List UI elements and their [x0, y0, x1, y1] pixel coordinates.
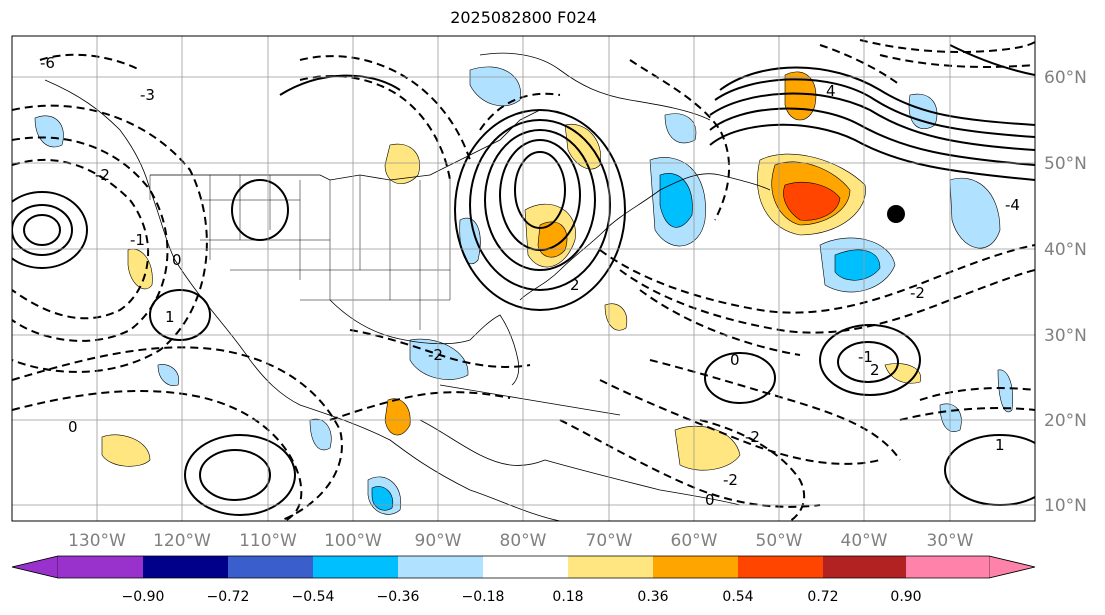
colorbar-bin — [738, 556, 823, 578]
contour-label: 0 — [172, 251, 182, 269]
location-marker — [887, 205, 905, 223]
lat-label-30n: 30°N — [1044, 326, 1087, 346]
lat-label-50n: 50°N — [1044, 154, 1087, 174]
negative-anomaly-region — [157, 364, 180, 386]
positive-anomaly-region — [564, 123, 602, 170]
contour-label: 1 — [995, 436, 1005, 454]
contour-label: 0 — [730, 351, 740, 369]
negative-anomaly-region — [997, 369, 1013, 413]
contour-label: -2 — [910, 284, 925, 302]
colorbar-bin — [483, 556, 568, 578]
strong-negative-anomaly-region — [834, 249, 881, 281]
lon-label-120w: 120°W — [153, 531, 211, 551]
contour-label: -2 — [723, 471, 738, 489]
colorbar-bin — [58, 556, 143, 578]
colorbar-tick-label: 0.90 — [890, 589, 921, 605]
lon-label-110w: 110°W — [239, 531, 297, 551]
contour-label: -1 — [858, 348, 873, 366]
lon-label-90w: 90°W — [415, 531, 462, 551]
longitude-labels: 130°W 120°W 110°W 100°W 90°W 80°W 70°W 6… — [68, 531, 974, 551]
colorbar-bin — [568, 556, 653, 578]
negative-contours — [12, 39, 1035, 521]
contour-label: 0 — [68, 418, 78, 436]
lon-label-60w: 60°W — [671, 531, 718, 551]
colorbar-ticks: −0.90 −0.72 −0.54 −0.36 −0.18 0.18 0.36 … — [122, 589, 922, 605]
contour-label: 1 — [165, 308, 175, 326]
lon-label-30w: 30°W — [927, 531, 974, 551]
positive-anomaly-region — [101, 434, 151, 467]
colorbar-bin — [823, 556, 906, 578]
contour-label: 4 — [826, 82, 836, 100]
lon-label-100w: 100°W — [324, 531, 382, 551]
colorbar-bin — [653, 556, 738, 578]
colorbar-bin — [228, 556, 313, 578]
contour-label: -2 — [95, 166, 110, 184]
lon-label-50w: 50°W — [756, 531, 803, 551]
colorbar-bin — [906, 556, 989, 578]
positive-anomaly-region — [127, 248, 153, 290]
contour-label: 2 — [570, 276, 580, 294]
colorbar: −0.90 −0.72 −0.54 −0.36 −0.18 0.18 0.36 … — [11, 555, 1036, 605]
colorbar-extend-high — [988, 555, 1036, 579]
contour-label: -2 — [428, 346, 443, 364]
negative-anomaly-region — [949, 177, 1001, 249]
colorbar-tick-label: 0.72 — [807, 589, 838, 605]
colorbar-tick-label: 0.36 — [637, 589, 668, 605]
positive-anomaly-region — [384, 143, 420, 184]
colorbar-tick-label: −0.90 — [122, 589, 165, 605]
contour-label: 2 — [870, 361, 880, 379]
colorbar-bin — [143, 556, 228, 578]
lat-label-20n: 20°N — [1044, 411, 1087, 431]
colorbar-tick-label: −0.72 — [207, 589, 250, 605]
colorbar-tick-label: 0.54 — [722, 589, 753, 605]
lon-label-70w: 70°W — [586, 531, 633, 551]
contour-label: -2 — [745, 428, 760, 446]
map-frame — [11, 35, 1036, 522]
contour-label: -3 — [140, 86, 155, 104]
graticule — [12, 36, 1035, 521]
map-title: 2025082800 F024 — [450, 8, 597, 27]
negative-anomaly-region — [664, 113, 697, 144]
colorbar-tick-label: 0.18 — [552, 589, 583, 605]
colorbar-outline — [11, 555, 1036, 579]
contour-label: -4 — [1005, 196, 1020, 214]
contour-labels: -6 -3 -2 -1 0 1 2 4 -2 0 -1 2 -4 -2 0 -2… — [40, 54, 1020, 509]
lon-label-40w: 40°W — [841, 531, 888, 551]
political-borders — [149, 175, 451, 330]
negative-anomaly-region — [409, 338, 469, 380]
strong-negative-anomaly-region — [659, 173, 693, 228]
lat-label-10n: 10°N — [1044, 496, 1087, 516]
lat-label-60n: 60°N — [1044, 68, 1087, 88]
positive-anomaly-region — [604, 303, 628, 331]
colorbar-extend-low — [11, 555, 59, 579]
strong-negative-anomaly-region — [371, 486, 394, 511]
colorbar-bin — [398, 556, 483, 578]
positive-anomaly-region — [674, 425, 741, 471]
very-strong-positive-anomaly-region — [783, 181, 841, 221]
negative-anomaly-region — [309, 418, 332, 451]
positive-contours — [12, 44, 1035, 516]
contour-label: -1 — [130, 231, 145, 249]
contour-label: 0 — [705, 491, 715, 509]
contour-label: -6 — [40, 54, 55, 72]
lon-label-130w: 130°W — [68, 531, 126, 551]
lon-label-80w: 80°W — [500, 531, 547, 551]
colorbar-tick-label: −0.54 — [292, 589, 335, 605]
lat-label-40n: 40°N — [1044, 240, 1087, 260]
coastlines — [44, 52, 771, 521]
colorbar-tick-label: −0.36 — [377, 589, 420, 605]
positive-anomaly-region — [537, 221, 568, 258]
colorbar-tick-label: −0.18 — [462, 589, 505, 605]
latitude-labels: 60°N 50°N 40°N 30°N 20°N 10°N — [1044, 68, 1087, 516]
colorbar-bin — [313, 556, 398, 578]
